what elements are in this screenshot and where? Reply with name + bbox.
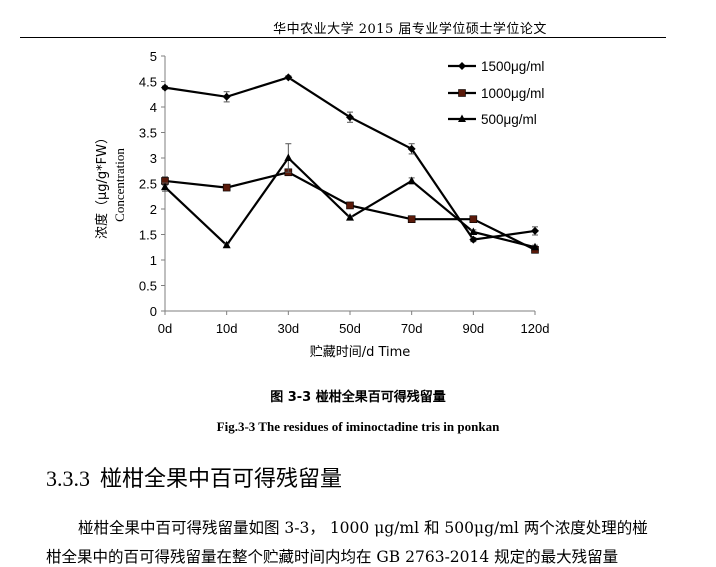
data-point [161, 182, 169, 191]
data-point [284, 153, 293, 161]
x-tick-label: 0d [158, 321, 172, 336]
legend-label: 500μg/ml [481, 112, 537, 127]
data-point [222, 183, 231, 192]
data-point [346, 213, 354, 221]
data-point [284, 73, 293, 82]
x-tick-label: 120d [521, 321, 550, 336]
figure-caption-cn: 图 3-3 椪柑全果百可得残留量 [270, 390, 446, 405]
y-tick-label: 2.5 [139, 177, 157, 192]
x-tick-label: 70d [401, 321, 423, 336]
legend-marker [458, 89, 466, 97]
legend-label: 1000μg/ml [481, 86, 544, 101]
data-point [531, 226, 539, 235]
section-number: 3.3.3 [46, 466, 90, 491]
data-point [346, 113, 354, 122]
y-tick-label: 2 [150, 202, 157, 217]
section-heading: 3.3.3 椪柑全果中百可得残留量 [46, 461, 342, 493]
y-tick-label: 3 [150, 151, 157, 166]
y-tick-label: 0.5 [139, 279, 157, 294]
data-point [407, 215, 416, 223]
data-point [407, 144, 416, 153]
y-tick-label: 4.5 [139, 75, 157, 90]
data-point [531, 242, 539, 251]
y-tick-label: 1 [150, 253, 157, 268]
section-title: 椪柑全果中百可得残留量 [100, 467, 343, 492]
body-text-line-2: 柑全果中的百可得残留量在整个贮藏时间内均在 GB 2763-2014 规定的最大… [46, 548, 619, 566]
running-header: 华中农业大学 2015 届专业学位硕士学位论文 [273, 22, 547, 37]
data-point [222, 240, 231, 249]
x-tick-label: 90d [462, 321, 484, 336]
x-tick-label: 10d [216, 321, 238, 336]
data-point [222, 92, 231, 101]
data-point [346, 201, 354, 210]
legend-marker [458, 62, 466, 70]
data-point [161, 83, 169, 92]
body-text-line-1: 椪柑全果中百可得残留量如图 3-3， 1000 μg/ml 和 500μg/ml… [78, 519, 648, 537]
y-tick-label: 3.5 [139, 126, 157, 141]
x-axis-label: 贮藏时间/d Time [310, 345, 411, 360]
figure-caption-en: Fig.3-3 The residues of iminoctadine tri… [216, 419, 500, 434]
data-point [407, 176, 416, 184]
y-tick-label: 5 [150, 49, 157, 64]
header-rule [20, 37, 666, 38]
y-tick-label: 4 [150, 100, 157, 115]
y-axis-label-en: Concentration [112, 148, 127, 222]
data-point [469, 227, 478, 235]
y-axis-label-cn: 浓度（μg/g*FW） [94, 131, 110, 239]
data-point [469, 235, 478, 244]
y-tick-label: 1.5 [139, 228, 157, 243]
legend-marker [458, 114, 466, 122]
y-tick-label: 0 [150, 304, 157, 319]
x-tick-label: 30d [277, 321, 299, 336]
data-point [469, 215, 478, 223]
x-tick-label: 50d [339, 321, 361, 336]
legend-label: 1500μg/ml [481, 59, 544, 74]
